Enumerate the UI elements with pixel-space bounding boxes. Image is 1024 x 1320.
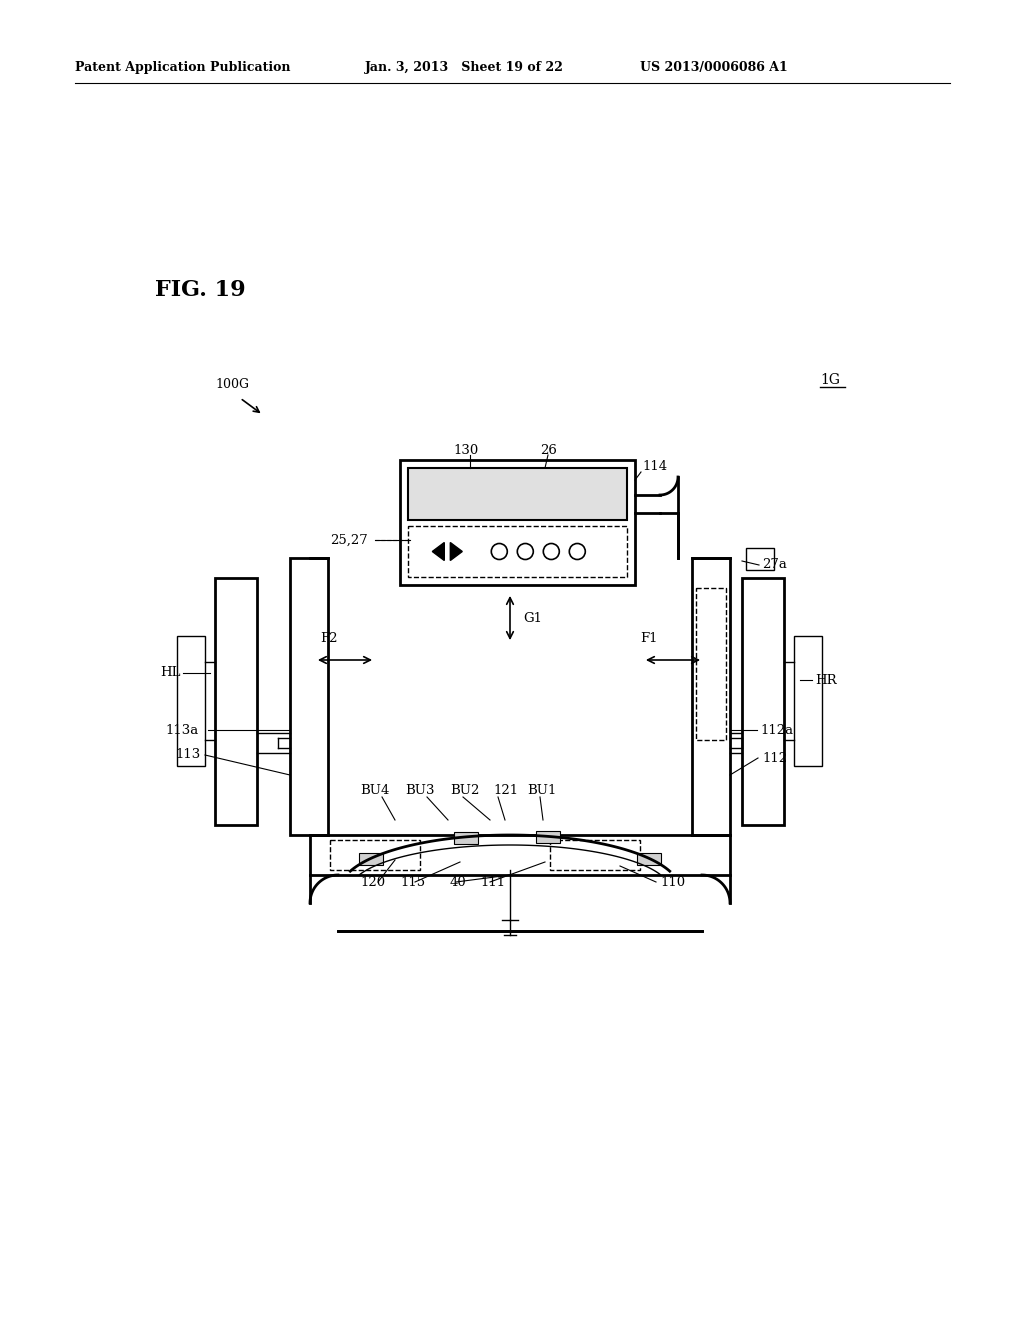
Text: BU2: BU2 — [450, 784, 479, 796]
Bar — [746, 548, 774, 570]
Text: HR: HR — [815, 673, 837, 686]
Polygon shape — [451, 543, 462, 561]
Text: 121: 121 — [493, 784, 518, 796]
Text: 115: 115 — [400, 875, 425, 888]
Bar — [177, 636, 205, 766]
Bar — [454, 832, 478, 843]
Bar — [400, 459, 635, 585]
Bar — [310, 836, 730, 875]
Text: 25,27: 25,27 — [330, 533, 368, 546]
Text: F1: F1 — [640, 631, 657, 644]
Text: 120: 120 — [360, 875, 385, 888]
Bar — [537, 832, 560, 843]
Bar — [550, 840, 640, 870]
Text: BU1: BU1 — [527, 784, 556, 796]
Text: 114: 114 — [642, 461, 667, 474]
Text: 130: 130 — [453, 444, 478, 457]
Bar — [408, 469, 627, 520]
Text: 1G: 1G — [820, 374, 840, 387]
Text: 26: 26 — [540, 444, 557, 457]
Bar — [215, 578, 257, 825]
Bar — [330, 840, 420, 870]
Text: 112: 112 — [762, 751, 787, 764]
Text: 40: 40 — [450, 875, 467, 888]
Text: 111: 111 — [480, 875, 505, 888]
Text: F2: F2 — [319, 631, 338, 644]
Text: Jan. 3, 2013   Sheet 19 of 22: Jan. 3, 2013 Sheet 19 of 22 — [365, 62, 564, 74]
Text: 100G: 100G — [215, 379, 249, 392]
Text: BU4: BU4 — [360, 784, 389, 796]
Polygon shape — [432, 543, 444, 561]
Bar — [290, 558, 328, 836]
Text: FIG. 19: FIG. 19 — [155, 279, 246, 301]
Text: 113: 113 — [175, 748, 201, 762]
Text: BU3: BU3 — [406, 784, 434, 796]
Text: 27a: 27a — [762, 558, 786, 572]
Text: Patent Application Publication: Patent Application Publication — [75, 62, 291, 74]
Bar — [408, 525, 627, 577]
Bar — [742, 578, 784, 825]
Text: 110: 110 — [660, 875, 685, 888]
Bar — [696, 587, 726, 741]
Bar — [794, 636, 822, 766]
Bar — [358, 854, 383, 866]
Text: US 2013/0006086 A1: US 2013/0006086 A1 — [640, 62, 787, 74]
Text: HL: HL — [160, 667, 180, 680]
Bar — [637, 854, 662, 866]
Text: 112a: 112a — [760, 723, 794, 737]
Bar — [692, 558, 730, 836]
Text: G1: G1 — [523, 611, 542, 624]
Text: 113a: 113a — [165, 723, 199, 737]
